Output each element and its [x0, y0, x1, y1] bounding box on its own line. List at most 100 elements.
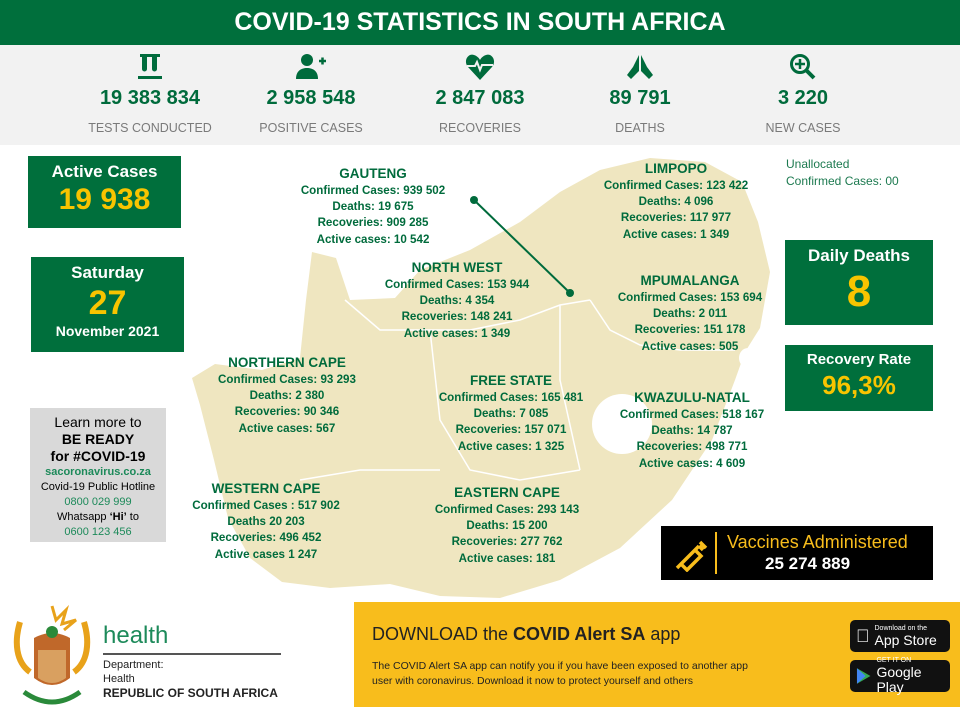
region-stat: Active cases: 505	[641, 339, 739, 353]
stat-label: POSITIVE CASES	[259, 121, 363, 135]
region-name: EASTERN CAPE	[454, 485, 560, 500]
region-kwazulu-natal: KWAZULU-NATAL Confirmed Cases: 518 167 Dea…	[602, 389, 782, 472]
stat-value: 3 220	[777, 87, 829, 109]
region-stat: Recoveries: 148 241	[401, 310, 513, 324]
region-stat: Active cases: 567	[238, 421, 336, 435]
divider	[715, 532, 717, 574]
department-text: Department: Health REPUBLIC OF SOUTH AFR…	[103, 658, 278, 700]
hotline-number: 0800 029 999	[64, 496, 132, 508]
stat-tests: 19 383 834 TESTS CONDUCTED	[70, 45, 230, 135]
active-cases-label: Active Cases	[51, 162, 158, 181]
region-stat: Deaths 20 203	[227, 515, 305, 529]
daily-deaths-value: 8	[846, 267, 872, 316]
stat-deaths: 89 791 DEATHS	[560, 45, 720, 135]
region-stat: Active cases: 10 542	[316, 232, 430, 246]
store-name: App Store	[861, 631, 937, 648]
divider	[103, 653, 281, 655]
whatsapp-hi: ‘Hi’	[109, 511, 127, 523]
region-stat: Active cases 1 247	[214, 547, 318, 561]
region-stat: Recoveries: 151 178	[634, 323, 746, 337]
region-stat: Active cases: 1 325	[457, 439, 565, 453]
recovery-rate-value: 96,3%	[822, 370, 896, 400]
region-stat: Confirmed Cases: 939 502	[300, 184, 446, 197]
whatsapp-text: to	[126, 511, 139, 523]
region-stat: Deaths: 14 787	[651, 424, 733, 438]
region-stat: Recoveries: 157 071	[455, 423, 567, 437]
pointer-dot	[566, 289, 574, 297]
info-box: Learn more to BE READY for #COVID-19 sac…	[30, 408, 166, 542]
dept-line: Department:	[103, 659, 164, 671]
region-stat: Deaths: 19 675	[332, 200, 414, 214]
region-stat: Confirmed Cases: 123 422	[603, 179, 749, 192]
region-limpopo: LIMPOPO Confirmed Cases: 123 422 Deaths: 4…	[586, 160, 766, 243]
active-cases-box: Active Cases 19 938	[28, 156, 181, 228]
syringe-icon	[675, 540, 708, 572]
info-line: Learn more to	[54, 414, 142, 430]
dept-line: Health	[103, 673, 135, 685]
region-stat: Deaths: 4 354	[419, 294, 495, 308]
region-stat: Deaths: 2 380	[249, 389, 325, 403]
province-borders	[299, 299, 735, 481]
whatsapp-number: 0600 123 456	[64, 526, 132, 538]
praying-hands-icon	[560, 45, 720, 81]
region-stat: Active cases: 181	[458, 551, 556, 565]
daily-deaths-box: Daily Deaths 8	[785, 240, 933, 325]
title-app-name: COVID Alert SA	[513, 624, 646, 644]
vaccines-box: Vaccines Administered 25 274 889	[661, 526, 933, 580]
region-mpumalanga: MPUMALANGA Confirmed Cases: 153 694 Deaths…	[600, 272, 780, 355]
google-play-button[interactable]: GET IT ON Google Play	[850, 657, 950, 695]
region-stat: Confirmed Cases : 517 902	[192, 499, 340, 512]
date-weekday: Saturday	[71, 263, 144, 282]
unallocated-label: Unallocated	[786, 157, 850, 171]
heartbeat-icon	[400, 45, 560, 81]
store-small: Download on the	[861, 624, 928, 632]
page-title: COVID-19 STATISTICS IN SOUTH AFRICA	[0, 0, 960, 45]
info-line: BE READY	[61, 431, 135, 447]
region-name: GAUTENG	[339, 166, 407, 181]
region-stat: Confirmed Cases: 153 694	[617, 291, 763, 304]
unallocated-value: Confirmed Cases: 00	[786, 174, 899, 188]
website-link[interactable]: sacoronavirus.co.za	[45, 466, 151, 478]
stats-band: 19 383 834 TESTS CONDUCTED 2 958 548 POS…	[0, 45, 960, 145]
app-promo-banner: DOWNLOAD the COVID Alert SA app The COVI…	[354, 602, 960, 707]
hotline-label: Covid-19 Public Hotline	[40, 481, 156, 493]
region-name: NORTH WEST	[411, 260, 503, 275]
region-eastern-cape: EASTERN CAPE Confirmed Cases: 293 143 Deat…	[417, 484, 597, 567]
title-text: DOWNLOAD the	[372, 624, 514, 644]
region-stat: Deaths: 2 011	[652, 307, 728, 321]
region-name: WESTERN CAPE	[211, 481, 321, 496]
apple-icon: 	[856, 626, 870, 647]
date-month-year: November 2021	[55, 323, 160, 339]
region-stat: Active cases: 4 609	[638, 456, 746, 470]
region-stat: Recoveries: 496 452	[210, 531, 322, 545]
region-stat: Recoveries: 277 762	[451, 535, 563, 549]
whatsapp-text: Whatsapp	[57, 511, 110, 523]
pointer-dot	[470, 196, 478, 204]
stat-value: 89 791	[609, 87, 671, 109]
add-person-icon	[231, 45, 391, 81]
test-tubes-icon	[70, 45, 230, 81]
stat-new-cases: 3 220 NEW CASES	[723, 45, 883, 135]
recovery-rate-label: Recovery Rate	[806, 351, 912, 368]
region-free-state: FREE STATE Confirmed Cases: 165 481 Deaths…	[421, 372, 601, 455]
date-box: Saturday 27 November 2021	[31, 257, 184, 352]
daily-deaths-label: Daily Deaths	[807, 246, 911, 265]
stat-positive: 2 958 548 POSITIVE CASES	[231, 45, 391, 135]
region-gauteng: GAUTENG Confirmed Cases: 939 502 Deaths: 1…	[283, 165, 463, 248]
stat-value: 2 847 083	[435, 87, 525, 109]
app-promo-description: The COVID Alert SA app can notify you if…	[372, 659, 748, 689]
vaccines-label: Vaccines Administered	[727, 532, 908, 552]
whatsapp-label: Whatsapp ‘Hi’ to	[30, 510, 166, 525]
gauteng-pointer-line	[473, 199, 571, 294]
title-text: app	[645, 624, 681, 644]
region-name: MPUMALANGA	[640, 273, 740, 288]
date-day: 27	[88, 284, 127, 322]
info-line: for #COVID-19	[50, 448, 146, 464]
stat-label: RECOVERIES	[439, 121, 521, 135]
store-small: GET IT ON	[876, 657, 912, 664]
magnify-plus-icon	[723, 45, 883, 81]
desc-line: The COVID Alert SA app can notify you if…	[372, 660, 748, 672]
stat-label: NEW CASES	[765, 121, 841, 135]
